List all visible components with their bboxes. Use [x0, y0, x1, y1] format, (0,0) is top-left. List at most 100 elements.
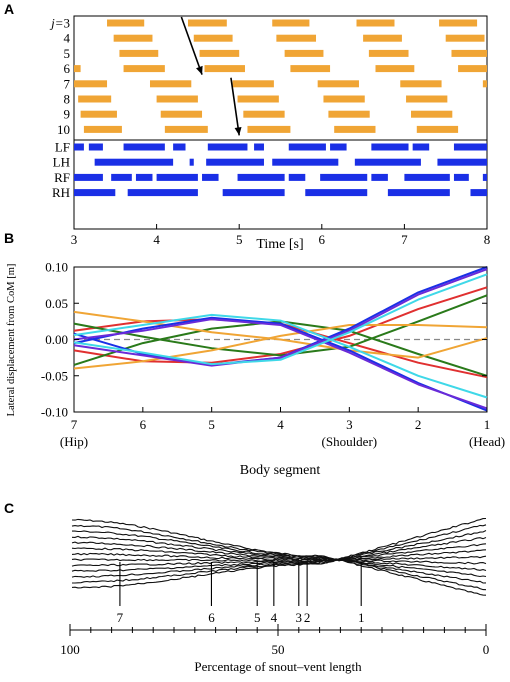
y-tick-label: 0.05	[45, 296, 68, 311]
leg-bar	[74, 173, 103, 181]
segment-bar	[416, 125, 459, 133]
segment-row-label: 7	[64, 76, 71, 91]
outline-traces	[71, 517, 487, 596]
segment-bar	[439, 19, 478, 27]
outline-trace	[71, 541, 487, 572]
segment-bar	[232, 80, 274, 88]
segment-marker-label: 4	[271, 610, 278, 625]
leg-bar	[371, 143, 409, 151]
series-lines	[73, 266, 488, 412]
series-line	[73, 318, 488, 410]
segment-bar	[334, 125, 376, 133]
panel-b-line-chart: 0.10 0.05 0.00 -0.05 -0.10 7 (Hip) 6 5 4 3 (Should…	[6, 260, 505, 479]
segment-bar	[204, 65, 245, 73]
x-tick-label: 6	[140, 417, 147, 432]
segment-row-label: 9	[64, 107, 71, 122]
y-ticks: 0.10 0.05 0.00 -0.05 -0.10	[41, 260, 487, 420]
segment-bar	[113, 34, 153, 42]
leg-bar	[222, 189, 285, 197]
y-tick-label: 0.00	[45, 332, 68, 347]
segment-bars	[74, 19, 487, 133]
panel-label-b: B	[4, 230, 14, 246]
segment-bar	[375, 65, 415, 73]
panel-c-xlabel: Percentage of snout–vent length	[194, 659, 362, 674]
segment-bar	[368, 49, 409, 57]
segment-row-label: j=3	[49, 16, 70, 31]
x-tick-label: 5	[208, 417, 215, 432]
segment-marker-label: 6	[208, 610, 215, 625]
series-line	[73, 313, 488, 399]
leg-bar	[272, 158, 339, 166]
segment-bar	[406, 95, 448, 103]
segment-row-label: 10	[57, 122, 70, 137]
x-tick-label: 7	[401, 232, 408, 247]
segment-bar	[284, 49, 324, 57]
x-tick-label: 3	[71, 232, 78, 247]
segment-bar	[160, 110, 203, 118]
series-line	[73, 324, 488, 370]
series-line	[73, 318, 488, 379]
segment-bar	[328, 110, 370, 118]
leg-bar	[404, 173, 450, 181]
leg-bar	[482, 173, 487, 181]
leg-bar	[453, 143, 487, 151]
arrow-head	[196, 65, 203, 75]
segment-bar	[78, 95, 112, 103]
segment-marker-label: 2	[304, 610, 311, 625]
outline-trace	[71, 535, 487, 578]
outline-trace	[72, 530, 487, 584]
leg-bar	[156, 173, 198, 181]
leg-bar	[123, 143, 165, 151]
series-line	[73, 294, 488, 357]
series-line	[73, 266, 488, 366]
x-ticks: 3 4 5 6 7 8	[71, 224, 491, 247]
x-tick-label: 8	[484, 232, 491, 247]
leg-bar	[254, 143, 264, 151]
segment-bar	[317, 80, 359, 88]
segment-marker-label: 1	[358, 610, 365, 625]
y-tick-label: -0.05	[41, 368, 68, 383]
x-tick-label: 5	[236, 232, 243, 247]
segment-bar	[107, 19, 145, 27]
leg-bars	[74, 143, 487, 197]
segment-bar	[74, 80, 108, 88]
leg-row-label: RH	[52, 185, 70, 200]
outline-trace	[71, 536, 487, 572]
segment-bar	[272, 19, 310, 27]
leg-bar	[74, 189, 116, 197]
leg-bar	[453, 173, 469, 181]
leg-row-label: RF	[54, 170, 70, 185]
leg-bar	[173, 143, 186, 151]
x-tick-sublabel: (Hip)	[60, 434, 88, 449]
segment-bar	[276, 34, 317, 42]
segment-row-label: 4	[64, 31, 71, 46]
leg-bar	[207, 143, 248, 151]
leg-bar	[437, 158, 487, 166]
outline-trace	[71, 530, 487, 578]
segment-bar	[247, 125, 291, 133]
x-tick-label: 6	[319, 232, 326, 247]
segment-bar	[80, 110, 117, 118]
leg-bar	[320, 173, 368, 181]
leg-bar	[288, 173, 306, 181]
segment-row-label: 6	[64, 61, 71, 76]
leg-bar	[202, 173, 219, 181]
series-line	[73, 316, 488, 412]
y-tick-label: 0.10	[45, 260, 68, 275]
segment-bar	[356, 19, 395, 27]
segment-bar	[193, 34, 233, 42]
segment-bar	[74, 65, 81, 73]
leg-bar	[237, 173, 285, 181]
leg-bar	[387, 189, 450, 197]
outline-trace	[71, 552, 487, 562]
outline-trace	[71, 547, 487, 565]
leg-bar	[330, 143, 347, 151]
leg-bar	[88, 143, 103, 151]
x-tick-label: 50	[272, 642, 285, 657]
outline-trace	[71, 524, 487, 591]
leg-bar	[74, 143, 84, 151]
x-tick-label: 4	[153, 232, 160, 247]
